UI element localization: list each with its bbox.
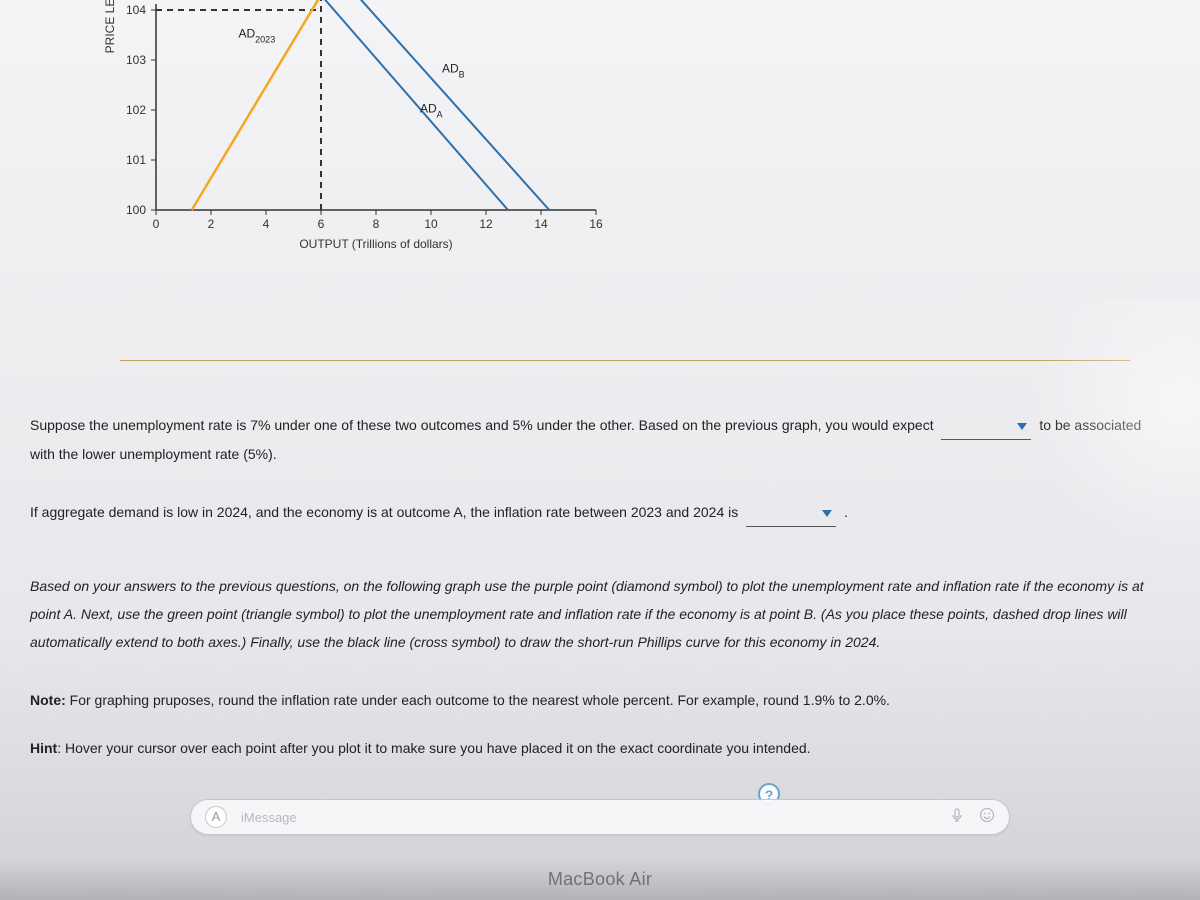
dropdown-outcome[interactable] — [941, 411, 1031, 440]
laptop-model-label: MacBook Air — [0, 869, 1200, 890]
emoji-icon[interactable] — [979, 807, 995, 828]
app-store-icon[interactable]: A — [205, 806, 227, 828]
svg-text:104: 104 — [126, 3, 146, 17]
svg-text:12: 12 — [479, 217, 493, 231]
svg-text:4: 4 — [263, 217, 270, 231]
hint-text: : Hover your cursor over each point afte… — [57, 740, 810, 756]
q1-text-a: Suppose the unemployment rate is 7% unde… — [30, 417, 934, 433]
svg-text:ADB: ADB — [442, 62, 465, 80]
svg-text:10: 10 — [424, 217, 438, 231]
imessage-placeholder: iMessage — [241, 810, 935, 825]
dropdown-inflation[interactable] — [746, 498, 836, 527]
svg-text:PRICE LE: PRICE LE — [103, 0, 117, 53]
svg-text:14: 14 — [534, 217, 548, 231]
mic-icon[interactable] — [949, 807, 965, 828]
svg-text:AD2023: AD2023 — [239, 27, 276, 45]
svg-text:OUTPUT (Trillions of dollars): OUTPUT (Trillions of dollars) — [299, 237, 452, 251]
svg-text:ADA: ADA — [420, 102, 443, 120]
note-text: For graphing pruposes, round the inflati… — [66, 692, 890, 708]
hint-line: Hint: Hover your cursor over each point … — [30, 734, 1170, 762]
svg-text:16: 16 — [589, 217, 603, 231]
chevron-down-icon — [1017, 423, 1027, 430]
imessage-input-bar[interactable]: A iMessage — [190, 799, 1010, 835]
chart-svg: 0 2 4 6 8 10 12 14 16 100 101 102 103 104 OUTPUT (Tril… — [100, 0, 700, 260]
question-unemployment: Suppose the unemployment rate is 7% unde… — [30, 411, 1170, 468]
svg-text:6: 6 — [318, 217, 325, 231]
svg-text:101: 101 — [126, 153, 146, 167]
chevron-down-icon — [822, 510, 832, 517]
svg-text:102: 102 — [126, 103, 146, 117]
svg-text:103: 103 — [126, 53, 146, 67]
svg-text:2: 2 — [208, 217, 215, 231]
question-inflation: If aggregate demand is low in 2024, and … — [30, 498, 1170, 527]
ad-as-chart: 0 2 4 6 8 10 12 14 16 100 101 102 103 104 OUTPUT (Tril… — [100, 0, 700, 250]
q2-text-a: If aggregate demand is low in 2024, and … — [30, 504, 738, 520]
section-divider — [120, 360, 1130, 361]
svg-text:100: 100 — [126, 203, 146, 217]
svg-text:8: 8 — [373, 217, 380, 231]
q2-text-b: . — [844, 504, 848, 520]
note-line: Note: For graphing pruposes, round the i… — [30, 686, 1170, 714]
svg-text:0: 0 — [153, 217, 160, 231]
graph-instructions: Based on your answers to the previous qu… — [30, 572, 1170, 656]
hint-label: Hint — [30, 740, 57, 756]
note-label: Note: — [30, 692, 66, 708]
